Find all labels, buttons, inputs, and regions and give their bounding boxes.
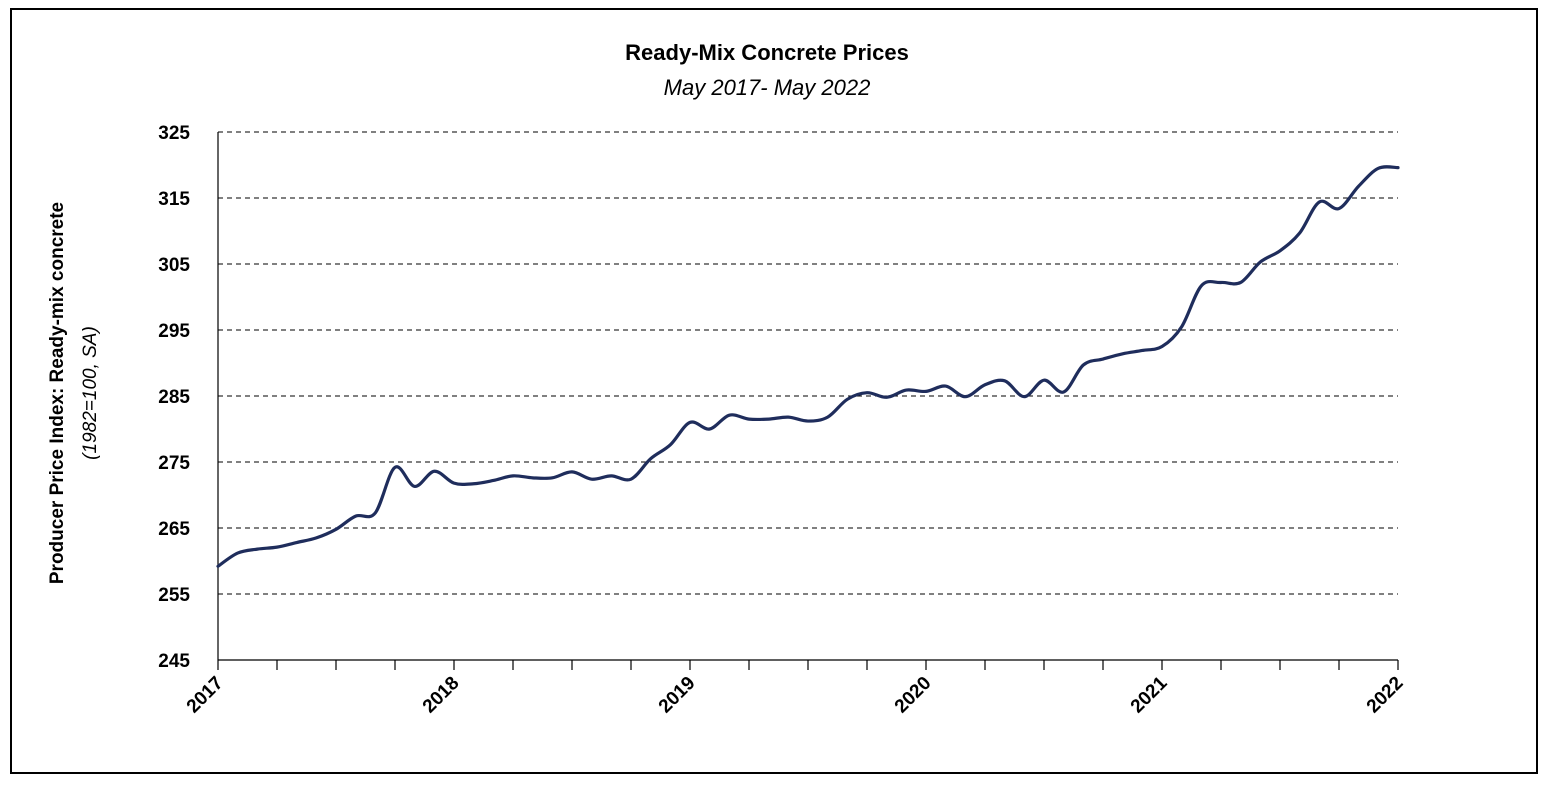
y-tick-label-295: 295 xyxy=(158,321,190,342)
x-tick-label-2018: 2018 xyxy=(419,673,464,718)
y-axis-label-note: (1982=100, SA) xyxy=(80,326,101,460)
x-tick-label-2021: 2021 xyxy=(1127,672,1172,717)
y-tick-label-265: 265 xyxy=(158,519,190,540)
y-tick-label-305: 305 xyxy=(158,255,190,276)
chart-frame xyxy=(10,8,1538,774)
y-axis-label: Producer Price Index: Ready-mix concrete xyxy=(47,202,68,584)
y-tick-label-325: 325 xyxy=(158,123,190,144)
y-tick-label-315: 315 xyxy=(158,189,190,210)
series-line-0 xyxy=(216,165,1400,568)
y-tick-label-285: 285 xyxy=(158,387,190,408)
x-tick-label-2019: 2019 xyxy=(655,673,700,718)
x-tick-label-2020: 2020 xyxy=(891,673,936,718)
chart-title: Ready-Mix Concrete Prices xyxy=(625,40,909,65)
chart-subtitle: May 2017- May 2022 xyxy=(663,75,871,100)
y-tick-label-245: 245 xyxy=(158,651,190,672)
y-tick-label-275: 275 xyxy=(158,453,190,474)
x-tick-label-2017: 2017 xyxy=(183,673,228,718)
x-tick-label-2022: 2022 xyxy=(1363,673,1408,718)
y-tick-label-255: 255 xyxy=(158,585,190,606)
